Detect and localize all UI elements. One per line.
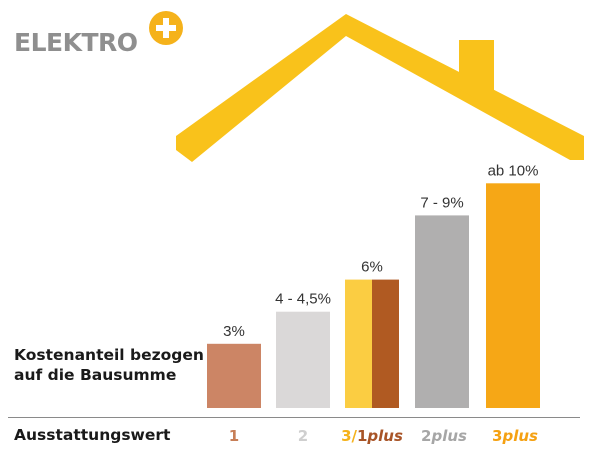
- category-label-3/1plus: 3/1plus: [341, 427, 403, 445]
- chimney-shape: [459, 40, 516, 122]
- chart-baseline: [8, 417, 580, 418]
- category-label-1: 1: [228, 427, 240, 445]
- data-label-1: 3%: [223, 323, 245, 340]
- category-label-3plus: 3plus: [492, 427, 538, 445]
- category-label-2: 2: [297, 427, 309, 445]
- data-label-2plus: 7 - 9%: [420, 194, 463, 211]
- data-label-2: 4 - 4,5%: [275, 291, 331, 308]
- roof-shape: [176, 14, 584, 162]
- data-label-3plus: ab 10%: [488, 162, 539, 179]
- bar-2: [276, 311, 330, 408]
- x-axis-label: Ausstattungswert: [14, 426, 171, 444]
- bar-3/1plus-part-1: [345, 279, 372, 408]
- category-label-2plus: 2plus: [421, 427, 467, 445]
- bar-1: [207, 343, 261, 408]
- brand-logo-text: ELEKTRO: [14, 28, 138, 57]
- bar-3/1plus-part-2: [372, 279, 399, 408]
- bar-2plus: [415, 215, 469, 408]
- bar-3plus: [486, 183, 540, 408]
- data-label-3/1plus: 6%: [361, 259, 383, 276]
- y-axis-label: Kostenanteil bezogen auf die Bausumme: [14, 346, 204, 384]
- plus-logo-icon: [149, 11, 183, 45]
